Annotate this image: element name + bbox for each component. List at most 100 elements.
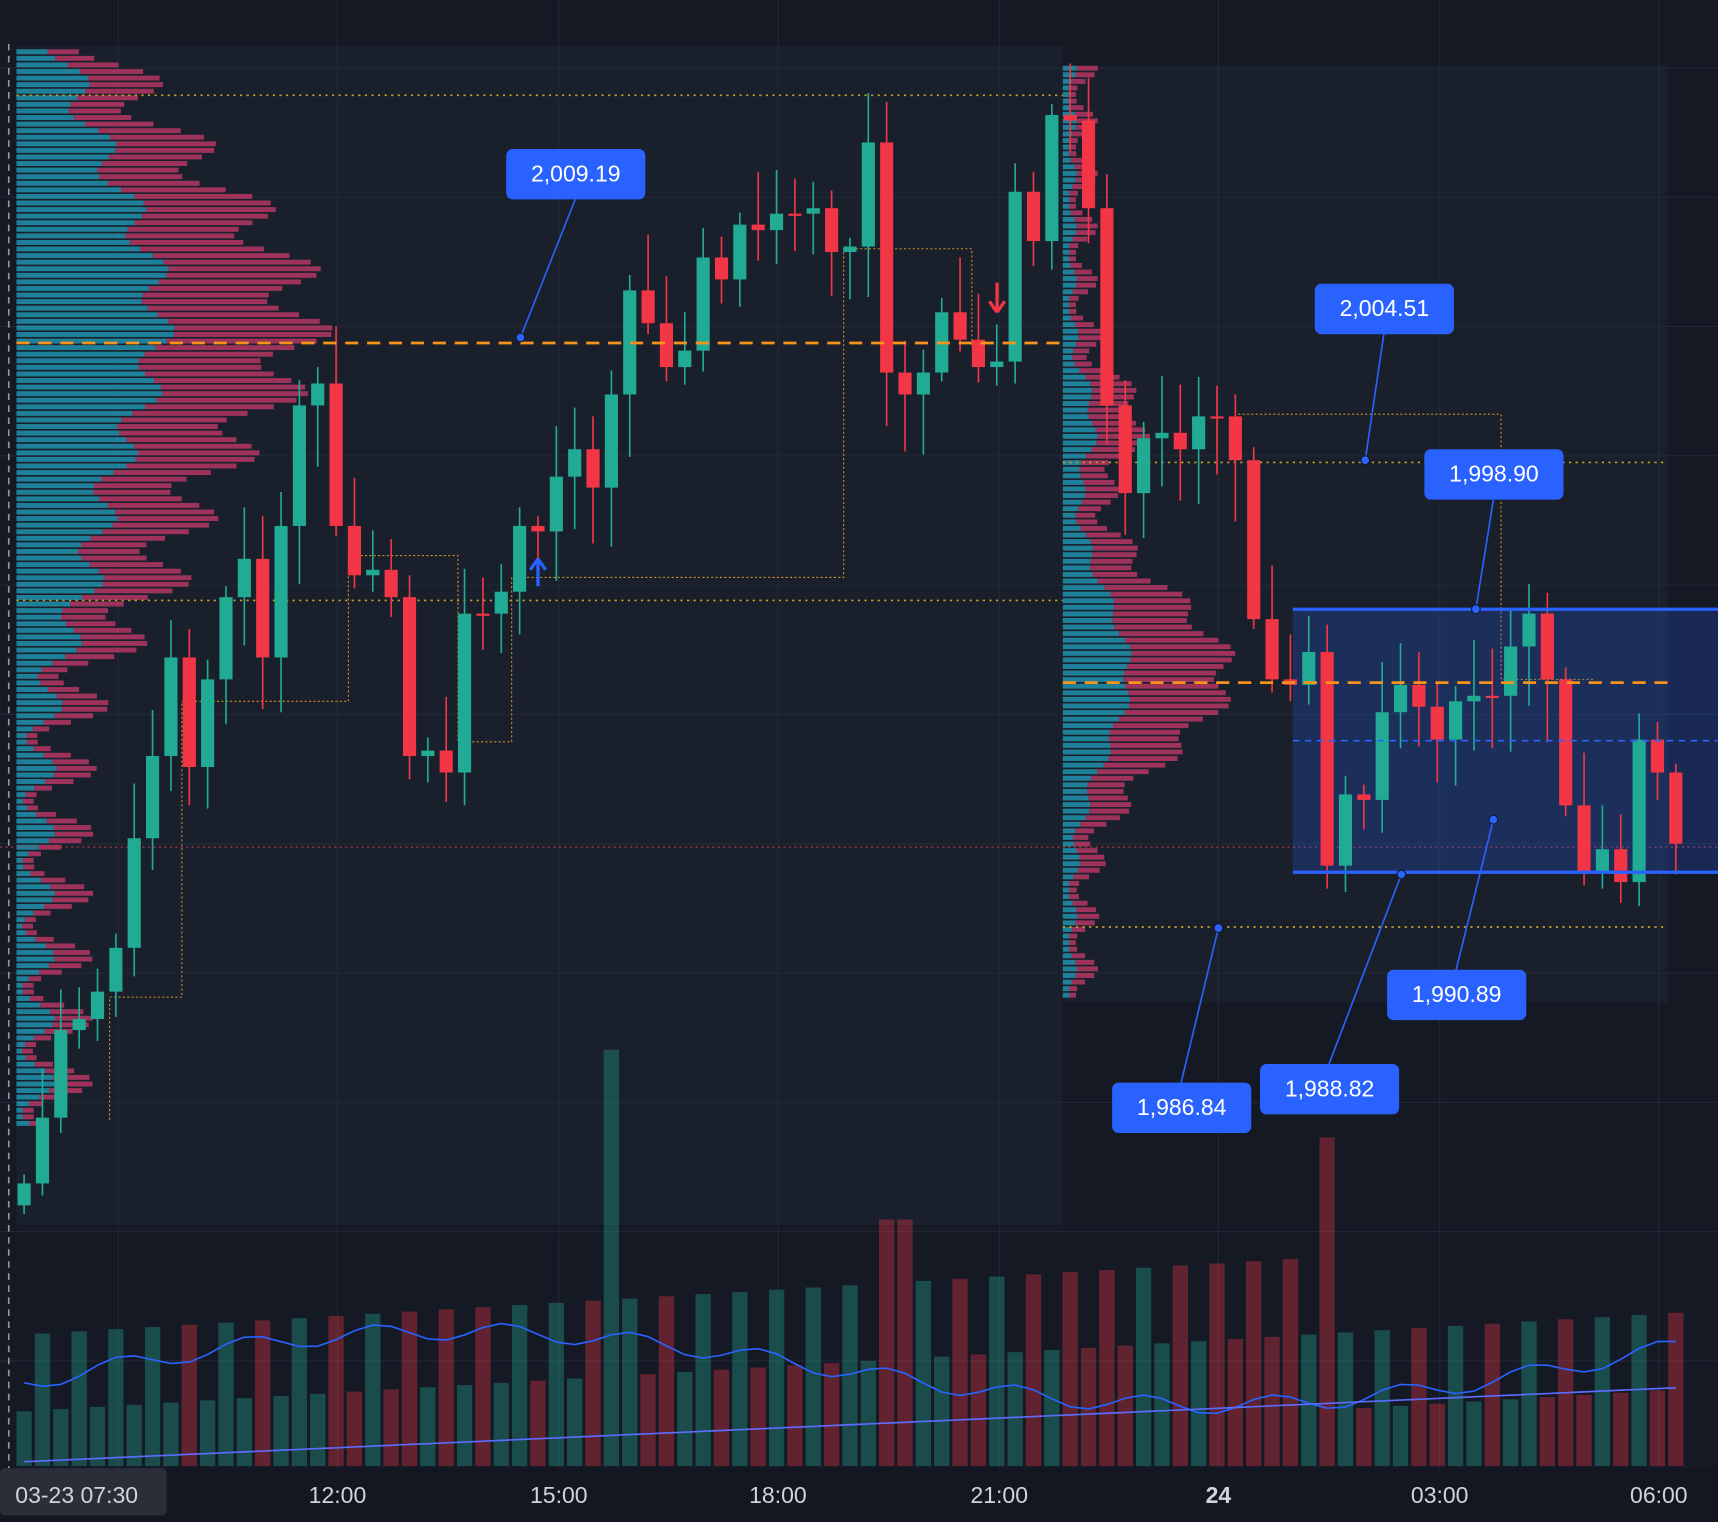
profile-row-up [1062, 848, 1077, 854]
profile-row-up [16, 154, 110, 160]
profile-row-down [45, 943, 75, 949]
profile-row-down [65, 621, 116, 627]
profile-row-up [1062, 894, 1070, 900]
profile-row-up [16, 318, 169, 324]
candle-body [604, 394, 618, 488]
profile-row-down [62, 700, 109, 706]
profile-row-down [1072, 900, 1088, 906]
profile-row-up [1062, 348, 1074, 354]
profile-row-up [16, 917, 25, 923]
profile-row-up [16, 147, 116, 153]
profile-row-up [1062, 644, 1130, 650]
volume-bar [199, 1400, 216, 1467]
volume-bar [310, 1393, 326, 1467]
profile-row-down [21, 923, 33, 929]
profile-row-down [98, 568, 181, 574]
profile-row-up [16, 693, 57, 699]
volume-bar [1668, 1312, 1684, 1467]
profile-row-down [1075, 920, 1095, 926]
candle-body [1650, 739, 1665, 773]
profile-row-down [126, 463, 237, 469]
profile-row-down [1069, 138, 1078, 143]
profile-row-down [65, 654, 115, 660]
profile-row-down [35, 936, 54, 942]
profile-row-up [16, 838, 49, 844]
profile-row-up [16, 851, 29, 857]
profile-row-down [103, 575, 192, 581]
profile-row-up [16, 253, 153, 259]
profile-row-up [1062, 565, 1091, 571]
profile-row-down [134, 193, 253, 199]
profile-row-up [1062, 519, 1077, 525]
candle-body [1008, 191, 1022, 362]
callout-label: 2,009.19 [531, 160, 621, 186]
profile-row-down [79, 69, 144, 74]
profile-row-up [16, 174, 100, 180]
volume-bar [34, 1333, 51, 1467]
candle-body [751, 224, 765, 231]
candle-body [1228, 416, 1242, 461]
profile-row-down [1087, 788, 1124, 794]
profile-row-up [16, 871, 31, 877]
profile-row-up [1062, 223, 1077, 229]
profile-row-down [1078, 335, 1102, 341]
profile-row-up [16, 88, 86, 94]
profile-row-down [1089, 808, 1130, 814]
profile-row-up [16, 101, 71, 107]
profile-row-down [1119, 631, 1204, 637]
candle-body [17, 1183, 31, 1206]
profile-row-down [53, 772, 91, 778]
callout-label: 1,990.89 [1412, 981, 1502, 1007]
profile-row-down [156, 397, 297, 403]
callout-box [1112, 1082, 1252, 1134]
volume-bar [255, 1320, 271, 1467]
profile-row-up [16, 410, 133, 416]
profile-row-up [1062, 151, 1070, 157]
profile-row-down [90, 535, 166, 541]
volume-bar [1099, 1269, 1115, 1467]
profile-row-down [142, 292, 269, 298]
profile-row-down [1129, 644, 1231, 650]
profile-row-down [1092, 545, 1138, 551]
volume-bar [713, 1369, 730, 1467]
profile-row-down [145, 371, 274, 377]
volume-bar [89, 1406, 106, 1467]
profile-row-up [16, 483, 94, 489]
profile-row-up [16, 404, 146, 410]
profile-row-up [16, 785, 35, 791]
profile-row-down [23, 864, 35, 870]
profile-row-up [1062, 585, 1105, 591]
candle-body [1449, 701, 1463, 740]
volume-bar [1319, 1137, 1335, 1467]
profile-row-up [16, 134, 111, 140]
profile-row-down [1070, 262, 1082, 268]
profile-row-down [1069, 243, 1079, 249]
profile-row-up [1062, 335, 1079, 341]
volume-bar [823, 1363, 840, 1467]
candle-body [623, 290, 637, 395]
candle-body [1485, 695, 1499, 698]
profile-row-down [1076, 282, 1097, 288]
profile-row-up [16, 706, 62, 712]
profile-row-up [16, 641, 82, 646]
profile-row-down [1069, 249, 1076, 255]
profile-row-down [22, 1114, 34, 1120]
volume-bar [1466, 1401, 1482, 1467]
profile-row-down [1114, 624, 1192, 630]
volume-bar [768, 1289, 785, 1467]
profile-row-down [173, 332, 332, 337]
profile-row-up [1062, 302, 1070, 308]
profile-row-up [1062, 407, 1088, 413]
callout-anchor [1488, 814, 1499, 825]
profile-row-up [1062, 552, 1093, 558]
profile-row-down [1072, 289, 1089, 295]
profile-row-down [1090, 539, 1133, 545]
candle-body [1302, 651, 1316, 685]
profile-row-down [1071, 979, 1086, 985]
candle-body [494, 591, 508, 614]
profile-row-up [1062, 861, 1080, 867]
profile-row-down [93, 489, 171, 495]
profile-row-down [54, 713, 94, 719]
volume-bar [16, 1411, 32, 1467]
profile-row-up [1062, 578, 1098, 584]
